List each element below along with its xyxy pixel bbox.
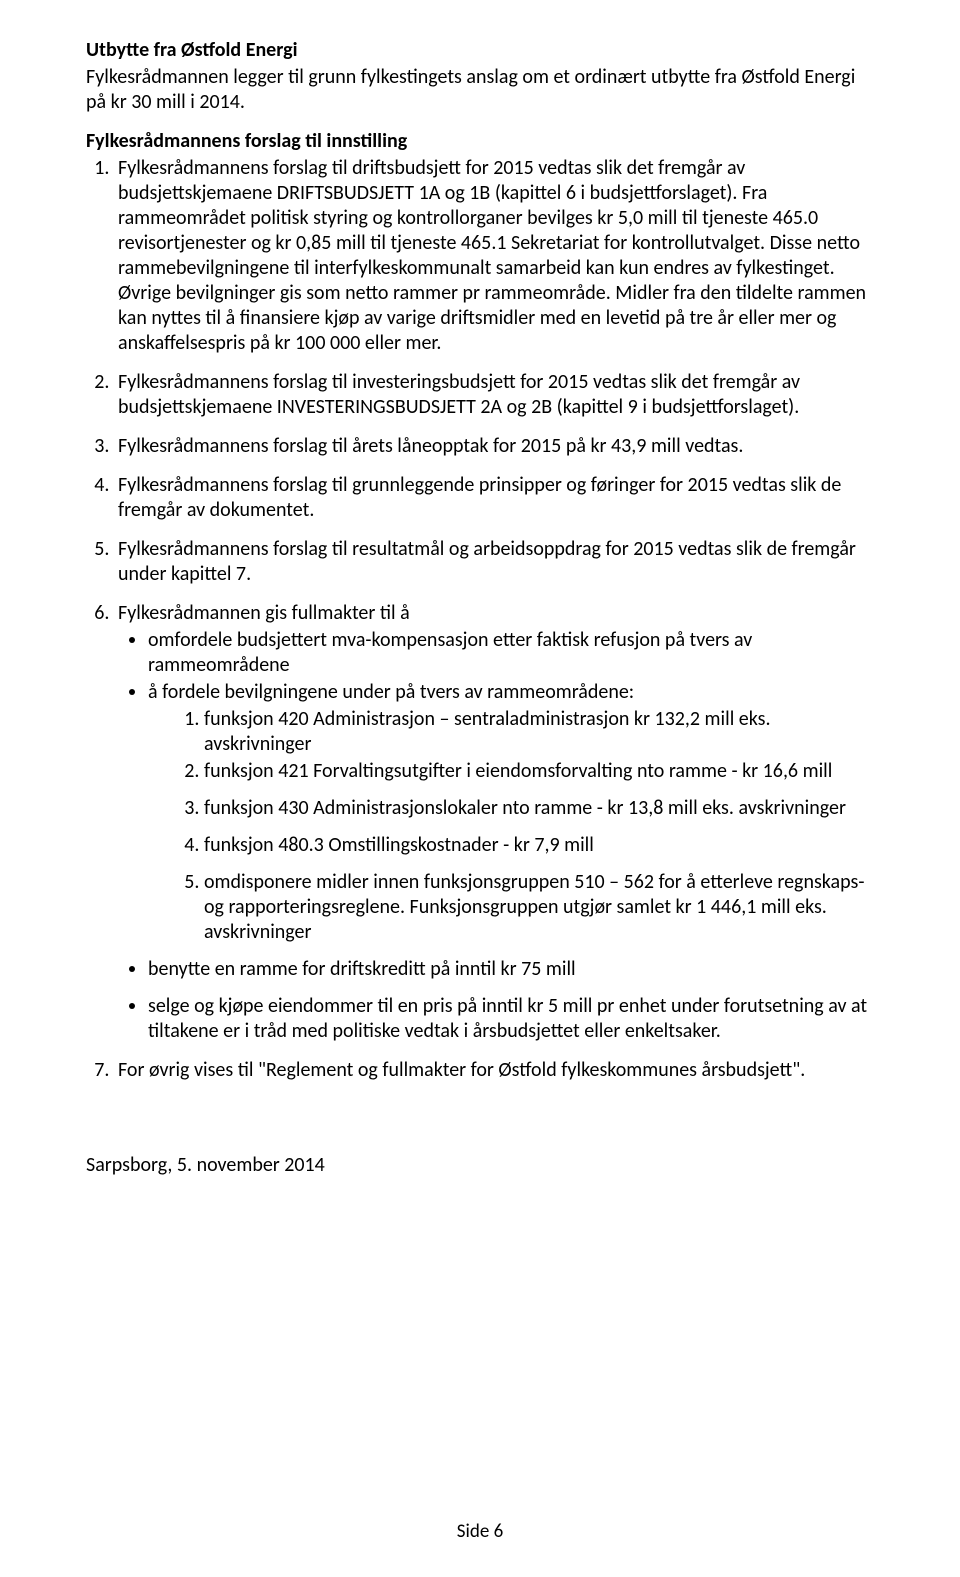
section-body-utbytte: Fylkesrådmannen legger til grunn fylkest…: [86, 65, 874, 115]
list-item: Fylkesrådmannens forslag til driftsbudsj…: [114, 156, 874, 356]
list-item: For øvrig vises til "Reglement og fullma…: [114, 1058, 874, 1083]
funksjon-list: funksjon 420 Administrasjon – sentraladm…: [148, 707, 874, 945]
bullet-item: selge og kjøpe eiendommer til en pris på…: [148, 994, 874, 1044]
list-item: Fylkesrådmannens forslag til resultatmål…: [114, 537, 874, 587]
signature-line: Sarpsborg, 5. november 2014: [86, 1153, 874, 1177]
list-item-authorities: Fylkesrådmannen gis fullmakter til å omf…: [114, 601, 874, 1044]
funksjon-item: funksjon 430 Administrasjonslokaler nto …: [204, 796, 874, 821]
bullet-label: å fordele bevilgningene under på tvers a…: [148, 680, 634, 704]
section-title-forslag: Fylkesrådmannens forslag til innstilling: [86, 129, 874, 154]
authority-bullets: omfordele budsjettert mva-kompensasjon e…: [118, 628, 874, 1044]
funksjon-item: funksjon 421 Forvaltingsutgifter i eiend…: [204, 759, 874, 784]
list-item-label: Fylkesrådmannen gis fullmakter til å: [118, 601, 410, 625]
bullet-item: å fordele bevilgningene under på tvers a…: [148, 680, 874, 945]
page-footer: Side 6: [0, 1520, 960, 1543]
list-item: Fylkesrådmannens forslag til grunnleggen…: [114, 473, 874, 523]
page: Utbytte fra Østfold Energi Fylkesrådmann…: [0, 0, 960, 1577]
section-title-utbytte: Utbytte fra Østfold Energi: [86, 38, 874, 63]
funksjon-item: omdisponere midler innen funksjonsgruppe…: [204, 870, 874, 945]
proposal-list: Fylkesrådmannens forslag til driftsbudsj…: [86, 156, 874, 1083]
bullet-item: benytte en ramme for driftskreditt på in…: [148, 957, 874, 982]
funksjon-item: funksjon 480.3 Omstillingskostnader - kr…: [204, 833, 874, 858]
funksjon-item: funksjon 420 Administrasjon – sentraladm…: [204, 707, 874, 757]
bullet-item: omfordele budsjettert mva-kompensasjon e…: [148, 628, 874, 678]
list-item: Fylkesrådmannens forslag til investering…: [114, 370, 874, 420]
list-item: Fylkesrådmannens forslag til årets låneo…: [114, 434, 874, 459]
